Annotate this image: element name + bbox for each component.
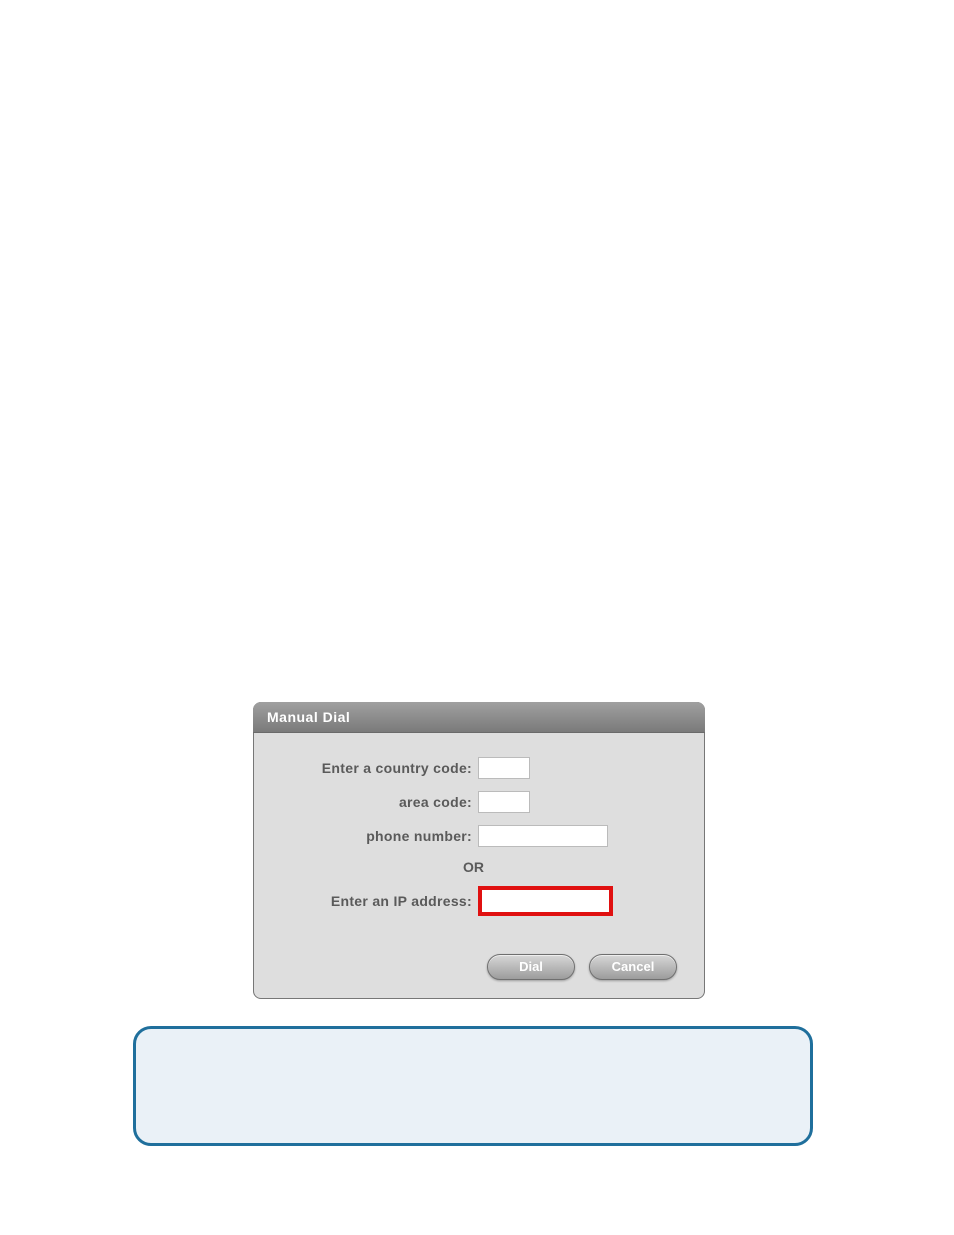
phone-number-input[interactable] — [478, 825, 608, 847]
dialog-button-row: Dial Cancel — [487, 954, 677, 980]
phone-number-label: phone number: — [253, 828, 478, 844]
country-code-input[interactable] — [478, 757, 530, 779]
cancel-button[interactable]: Cancel — [589, 954, 677, 980]
area-code-input[interactable] — [478, 791, 530, 813]
ip-address-label: Enter an IP address: — [253, 893, 478, 909]
note-box — [133, 1026, 813, 1146]
area-code-label: area code: — [253, 794, 478, 810]
ip-address-input[interactable] — [478, 886, 613, 916]
dialog-body: Enter a country code: area code: phone n… — [253, 733, 705, 999]
ip-address-row: Enter an IP address: — [253, 881, 705, 921]
or-label: OR — [253, 853, 478, 881]
phone-number-row: phone number: — [253, 819, 705, 853]
country-code-row: Enter a country code: — [253, 751, 705, 785]
dialog-titlebar: Manual Dial — [253, 702, 705, 733]
dial-button[interactable]: Dial — [487, 954, 575, 980]
area-code-row: area code: — [253, 785, 705, 819]
manual-dial-dialog: Manual Dial Enter a country code: area c… — [253, 702, 705, 999]
dialog-title: Manual Dial — [267, 709, 350, 725]
country-code-label: Enter a country code: — [253, 760, 478, 776]
